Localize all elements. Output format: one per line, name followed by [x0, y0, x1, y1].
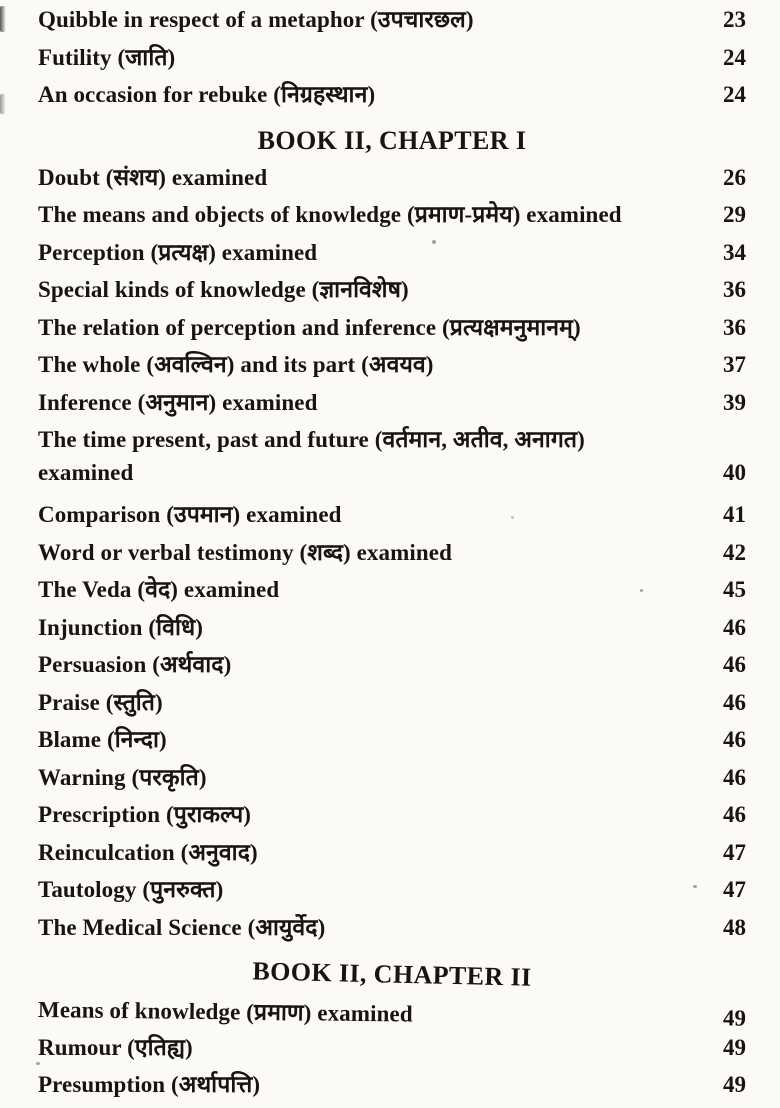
toc-entry-page-number: 39 — [723, 389, 746, 415]
toc-entry-page-number: 26 — [723, 164, 746, 190]
toc-entry-title: examined — [38, 459, 134, 485]
toc-entry-title: Prescription (पुराकल्प) — [38, 802, 252, 827]
toc-entry-title: An occasion for rebuke (निग्रहस्थान) — [38, 82, 376, 107]
toc-row: Word or verbal testimony (शब्द) examined… — [38, 535, 746, 573]
toc-entry-page-number: 45 — [723, 577, 746, 602]
toc-row: Perception (प्रत्यक्ष) examined 34 — [38, 235, 746, 273]
toc-entry-page-number: 42 — [723, 539, 746, 565]
toc-entry-page-number: 49 — [722, 1005, 747, 1031]
toc-entry-title: Perception (प्रत्यक्ष) examined — [38, 239, 318, 265]
toc-row: Inference (अनुमान) examined 39 — [38, 385, 746, 423]
scan-artifact-dot — [432, 240, 436, 244]
toc-entry-title: Comparison (उपमान) examined — [38, 502, 342, 527]
toc-entry-title: Means of knowledge (प्रमाण) examined — [37, 997, 413, 1027]
toc-entry-title: Presumption (अर्थापत्ति) — [38, 1072, 261, 1097]
toc-row: The time present, past and future (वर्तम… — [38, 422, 746, 460]
toc-entry-page-number: 34 — [723, 239, 746, 265]
scan-artifact-dot — [693, 885, 697, 888]
toc-row: Blame (निन्दा) 46 — [38, 722, 746, 760]
toc-entry-page-number: 40 — [723, 459, 746, 485]
scan-artifact-dot — [640, 589, 643, 592]
toc-row: Warning (परकृति) 46 — [38, 760, 746, 798]
toc-row: An occasion for rebuke (निग्रहस्थान) 24 — [38, 77, 746, 115]
chapter-heading: BOOK II, CHAPTER I — [257, 125, 527, 155]
toc-row: The means and objects of knowledge (प्रम… — [38, 197, 746, 235]
toc-entry-page-number: 46 — [723, 614, 746, 640]
toc-entry-title: Word or verbal testimony (शब्द) examined — [38, 539, 452, 565]
toc-entry-page-number: 24 — [723, 82, 746, 107]
toc-row: Rumour (एतिह्य) 49 — [38, 1030, 746, 1068]
toc-entry-page-number: 46 — [723, 652, 746, 677]
toc-entry-title: The means and objects of knowledge (प्रम… — [38, 202, 622, 227]
toc-entry-title: The Medical Science (आयुर्वेद) — [38, 914, 326, 940]
toc-row: Prescription (पुराकल्प) 46 — [38, 797, 746, 835]
toc-entry-title: Persuasion (अर्थवाद) — [38, 652, 232, 677]
toc-entry-page-number: 46 — [723, 802, 746, 827]
toc-row: The relation of perception and inference… — [38, 310, 746, 348]
toc-entry-page-number: 49 — [723, 1072, 746, 1097]
toc-entry-page-number: 41 — [723, 502, 746, 527]
toc-entry-page-number: 37 — [723, 352, 746, 377]
toc-entry-page-number: 46 — [723, 764, 746, 790]
scan-artifact-dot — [511, 516, 514, 519]
scan-edge-smudge — [0, 6, 6, 32]
scan-edge-smudge — [0, 94, 6, 114]
toc-row: Praise (स्तुति) 46 — [38, 685, 746, 723]
toc-row: Doubt (संशय) examined 26 — [38, 160, 746, 198]
toc-row: Presumption (अर्थापत्ति) 49 — [38, 1067, 746, 1105]
toc-row: Comparison (उपमान) examined 41 — [38, 497, 746, 535]
scan-artifact-dot — [36, 1062, 40, 1065]
toc-row: Persuasion (अर्थवाद) 46 — [38, 647, 746, 685]
toc-entry-title: Quibble in respect of a metaphor (उपचारछ… — [38, 7, 474, 32]
toc-entry-page-number: 46 — [723, 727, 746, 752]
toc-row: Tautology (पुनरुक्त) 47 — [38, 872, 746, 910]
toc-row: The Veda (वेद) examined 45 — [38, 572, 746, 610]
toc-entry-title: Warning (परकृति) — [38, 764, 207, 790]
toc-entry-title: The Veda (वेद) examined — [38, 577, 280, 602]
toc-entry-title: Injunction (विधि) — [38, 614, 203, 640]
toc-entry-page-number: 29 — [723, 202, 746, 227]
toc-row: Reinculcation (अनुवाद) 47 — [38, 835, 746, 873]
toc-entry-page-number: 23 — [723, 7, 746, 32]
toc-entry-page-number: 36 — [723, 314, 746, 340]
toc-entry-page-number: 48 — [723, 914, 746, 940]
toc-entry-page-number: 36 — [723, 277, 746, 302]
toc-row: Futility (जाति) 24 — [38, 40, 746, 78]
toc-entry-page-number: 47 — [723, 877, 746, 902]
toc-entry-page-number: 24 — [723, 44, 746, 70]
toc-row: Special kinds of knowledge (ज्ञानविशेष) 3… — [38, 272, 746, 310]
toc-entry-title: Praise (स्तुति) — [38, 689, 163, 715]
toc-rows: Quibble in respect of a metaphor (उपचारछ… — [38, 2, 746, 1105]
toc-entry-page-number: 49 — [723, 1034, 746, 1060]
toc-entry-title: The whole (अवल्विन) and its part (अवयव) — [38, 352, 434, 377]
toc-row: examined 40 — [38, 460, 746, 498]
toc-entry-title: The time present, past and future (वर्तम… — [38, 427, 585, 452]
toc-entry-title: Tautology (पुनरुक्त) — [38, 877, 224, 902]
toc-entry-title: Doubt (संशय) examined — [38, 164, 268, 190]
toc-entry-title: Reinculcation (अनुवाद) — [38, 839, 258, 865]
toc-entry-title: Rumour (एतिह्य) — [38, 1034, 193, 1060]
toc-entry-title: The relation of perception and inference… — [38, 314, 581, 340]
toc-row: Injunction (विधि) 46 — [38, 610, 746, 648]
toc-entry-title: Blame (निन्दा) — [38, 727, 167, 752]
toc-entry-title: Special kinds of knowledge (ज्ञानविशेष) — [38, 277, 409, 302]
toc-entry-page-number: 46 — [723, 689, 746, 715]
toc-entry-title: Futility (जाति) — [38, 44, 176, 70]
toc-row: The whole (अवल्विन) and its part (अवयव) 3… — [38, 347, 746, 385]
toc-entry-page-number: 47 — [723, 839, 746, 865]
toc-row: The Medical Science (आयुर्वेद) 48 — [38, 910, 746, 948]
toc-row: Quibble in respect of a metaphor (उपचारछ… — [38, 2, 746, 40]
toc-entry-title: Inference (अनुमान) examined — [38, 389, 318, 415]
